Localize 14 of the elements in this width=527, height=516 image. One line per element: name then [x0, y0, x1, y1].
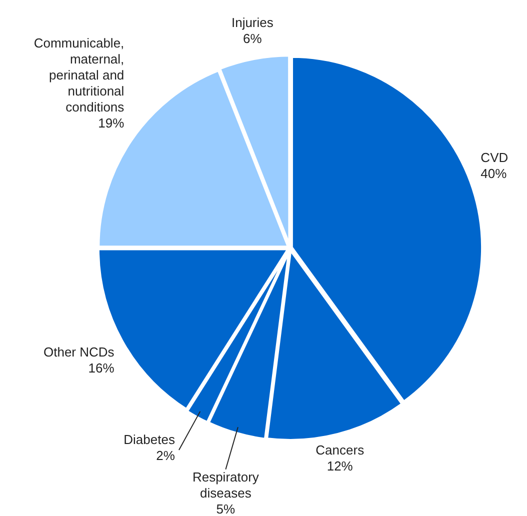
slice-label: Communicable, maternal, perinatal and nutritional conditions	[34, 35, 125, 114]
slice-label: Diabetes	[124, 432, 176, 448]
data-label: 5%	[216, 501, 236, 516]
slice-label: CVD	[480, 150, 508, 166]
data-label: 6%	[243, 31, 262, 46]
slice-label: Respiratory diseases	[192, 469, 260, 500]
data-label: 16%	[88, 360, 115, 376]
data-label: 19%	[98, 115, 125, 130]
data-label: 12%	[326, 458, 354, 474]
slice-label: Injuries	[231, 15, 274, 30]
data-label: 2%	[156, 448, 176, 464]
data-label: 40%	[480, 166, 508, 182]
slice-label: Cancers	[316, 442, 365, 458]
slice-label: Other NCDs	[44, 344, 115, 360]
